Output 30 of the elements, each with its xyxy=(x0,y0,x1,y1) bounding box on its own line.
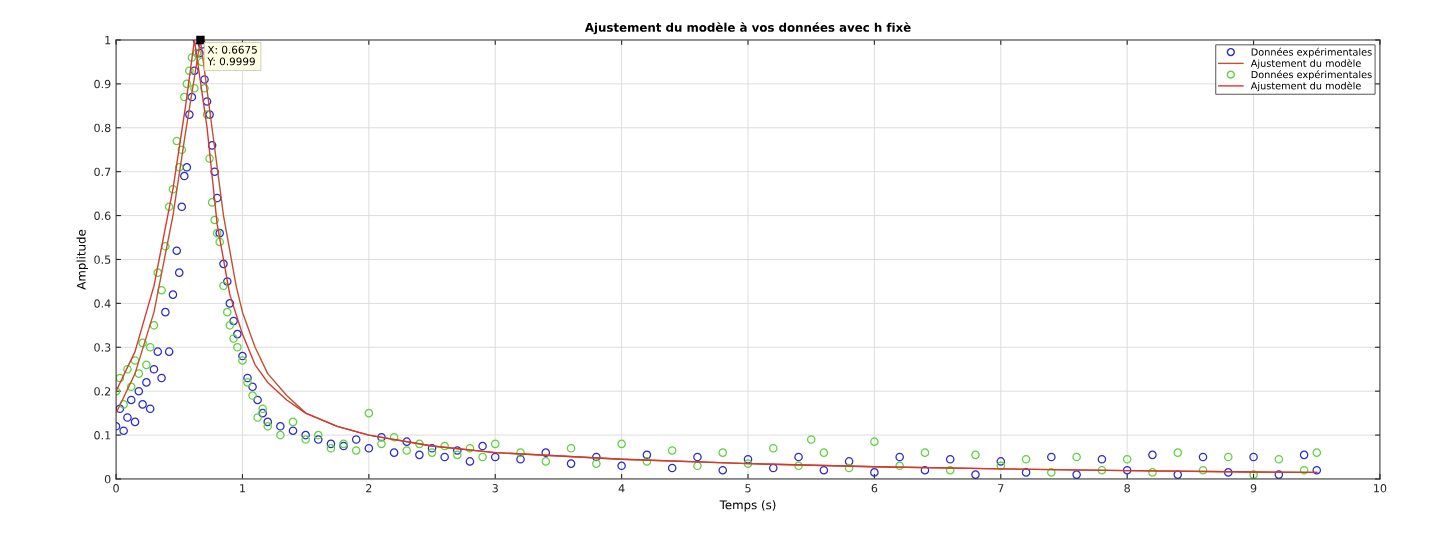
y-axis-title: Amplitude xyxy=(76,229,88,290)
legend-label: Données expérimentales xyxy=(1251,70,1372,81)
x-tick-label: 10 xyxy=(1374,484,1387,493)
x-tick-label: 8 xyxy=(1124,484,1130,493)
x-tick-label: 4 xyxy=(618,484,625,493)
x-tick-label: 0 xyxy=(113,484,119,493)
y-tick-label: 0.2 xyxy=(94,387,111,396)
x-tick-label: 6 xyxy=(871,484,878,493)
legend-label: Ajustement du modèle xyxy=(1250,59,1361,69)
legend-label: Ajustement du modèle xyxy=(1250,81,1361,92)
y-tick-label: 0.1 xyxy=(94,431,111,440)
y-tick-label: 0.4 xyxy=(94,299,111,308)
x-tick-label: 5 xyxy=(745,484,751,493)
y-tick-label: 0.7 xyxy=(94,167,111,177)
x-tick-label: 3 xyxy=(492,484,498,493)
legend-label: Données expérimentales xyxy=(1251,47,1372,58)
y-tick-label: 0.6 xyxy=(94,211,111,220)
y-tick-label: 0 xyxy=(104,474,111,484)
y-tick-label: 1 xyxy=(105,36,111,45)
x-tick-label: 1 xyxy=(240,484,245,493)
x-axis-title: Temps (s) xyxy=(719,500,776,512)
y-tick-label: 0.3 xyxy=(94,343,111,352)
y-tick-label: 0.5 xyxy=(94,255,111,264)
x-tick-label: 9 xyxy=(1250,484,1257,493)
chart-title: Ajustement du modèle à vos données avec h fixè xyxy=(584,22,911,35)
y-tick-label: 0.9 xyxy=(94,79,111,89)
x-tick-label: 2 xyxy=(366,484,372,493)
x-tick-label: 7 xyxy=(998,484,1004,493)
y-tick-label: 0.8 xyxy=(94,123,111,133)
annotation: X: 0.6675 Y: 0.9999 xyxy=(207,45,257,66)
